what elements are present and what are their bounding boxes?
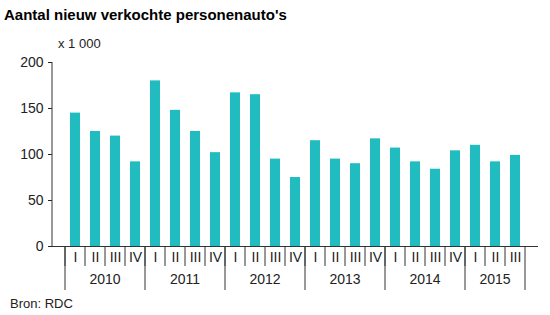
svg-text:III: III [430,249,442,265]
svg-text:2014: 2014 [409,271,440,287]
svg-text:II: II [492,249,500,265]
svg-text:0: 0 [36,238,44,254]
svg-text:2012: 2012 [249,271,280,287]
svg-text:III: III [350,249,362,265]
svg-text:50: 50 [28,192,44,208]
svg-text:2015: 2015 [479,271,510,287]
svg-text:IV: IV [209,249,223,265]
html-text:x 1 000: x 1 000 [58,36,101,51]
svg-text:II: II [92,249,100,265]
svg-text:IV: IV [369,249,383,265]
svg-text:IV: IV [129,249,143,265]
svg-text:IV: IV [289,249,303,265]
html-text:Bron: RDC: Bron: RDC [10,296,73,311]
svg-text:2013: 2013 [329,271,360,287]
svg-text:II: II [252,249,260,265]
svg-text:III: III [510,249,522,265]
svg-text:III: III [270,249,282,265]
svg-text:II: II [412,249,420,265]
svg-text:I: I [394,249,398,265]
svg-text:2011: 2011 [170,271,200,287]
svg-text:II: II [172,249,180,265]
svg-text:II: II [332,249,340,265]
svg-text:I: I [314,249,318,265]
svg-text:I: I [234,249,238,265]
svg-text:III: III [190,249,202,265]
svg-text:I: I [154,249,158,265]
svg-text:I: I [74,249,78,265]
svg-text:100: 100 [20,146,44,162]
svg-text:200: 200 [20,54,44,70]
svg-text:III: III [110,249,122,265]
svg-text:150: 150 [20,100,44,116]
html-text:Aantal nieuw verkochte persone: Aantal nieuw verkochte personenauto's [4,6,287,23]
svg-text:2010: 2010 [89,271,120,287]
svg-text:IV: IV [449,249,463,265]
svg-text:I: I [474,249,478,265]
